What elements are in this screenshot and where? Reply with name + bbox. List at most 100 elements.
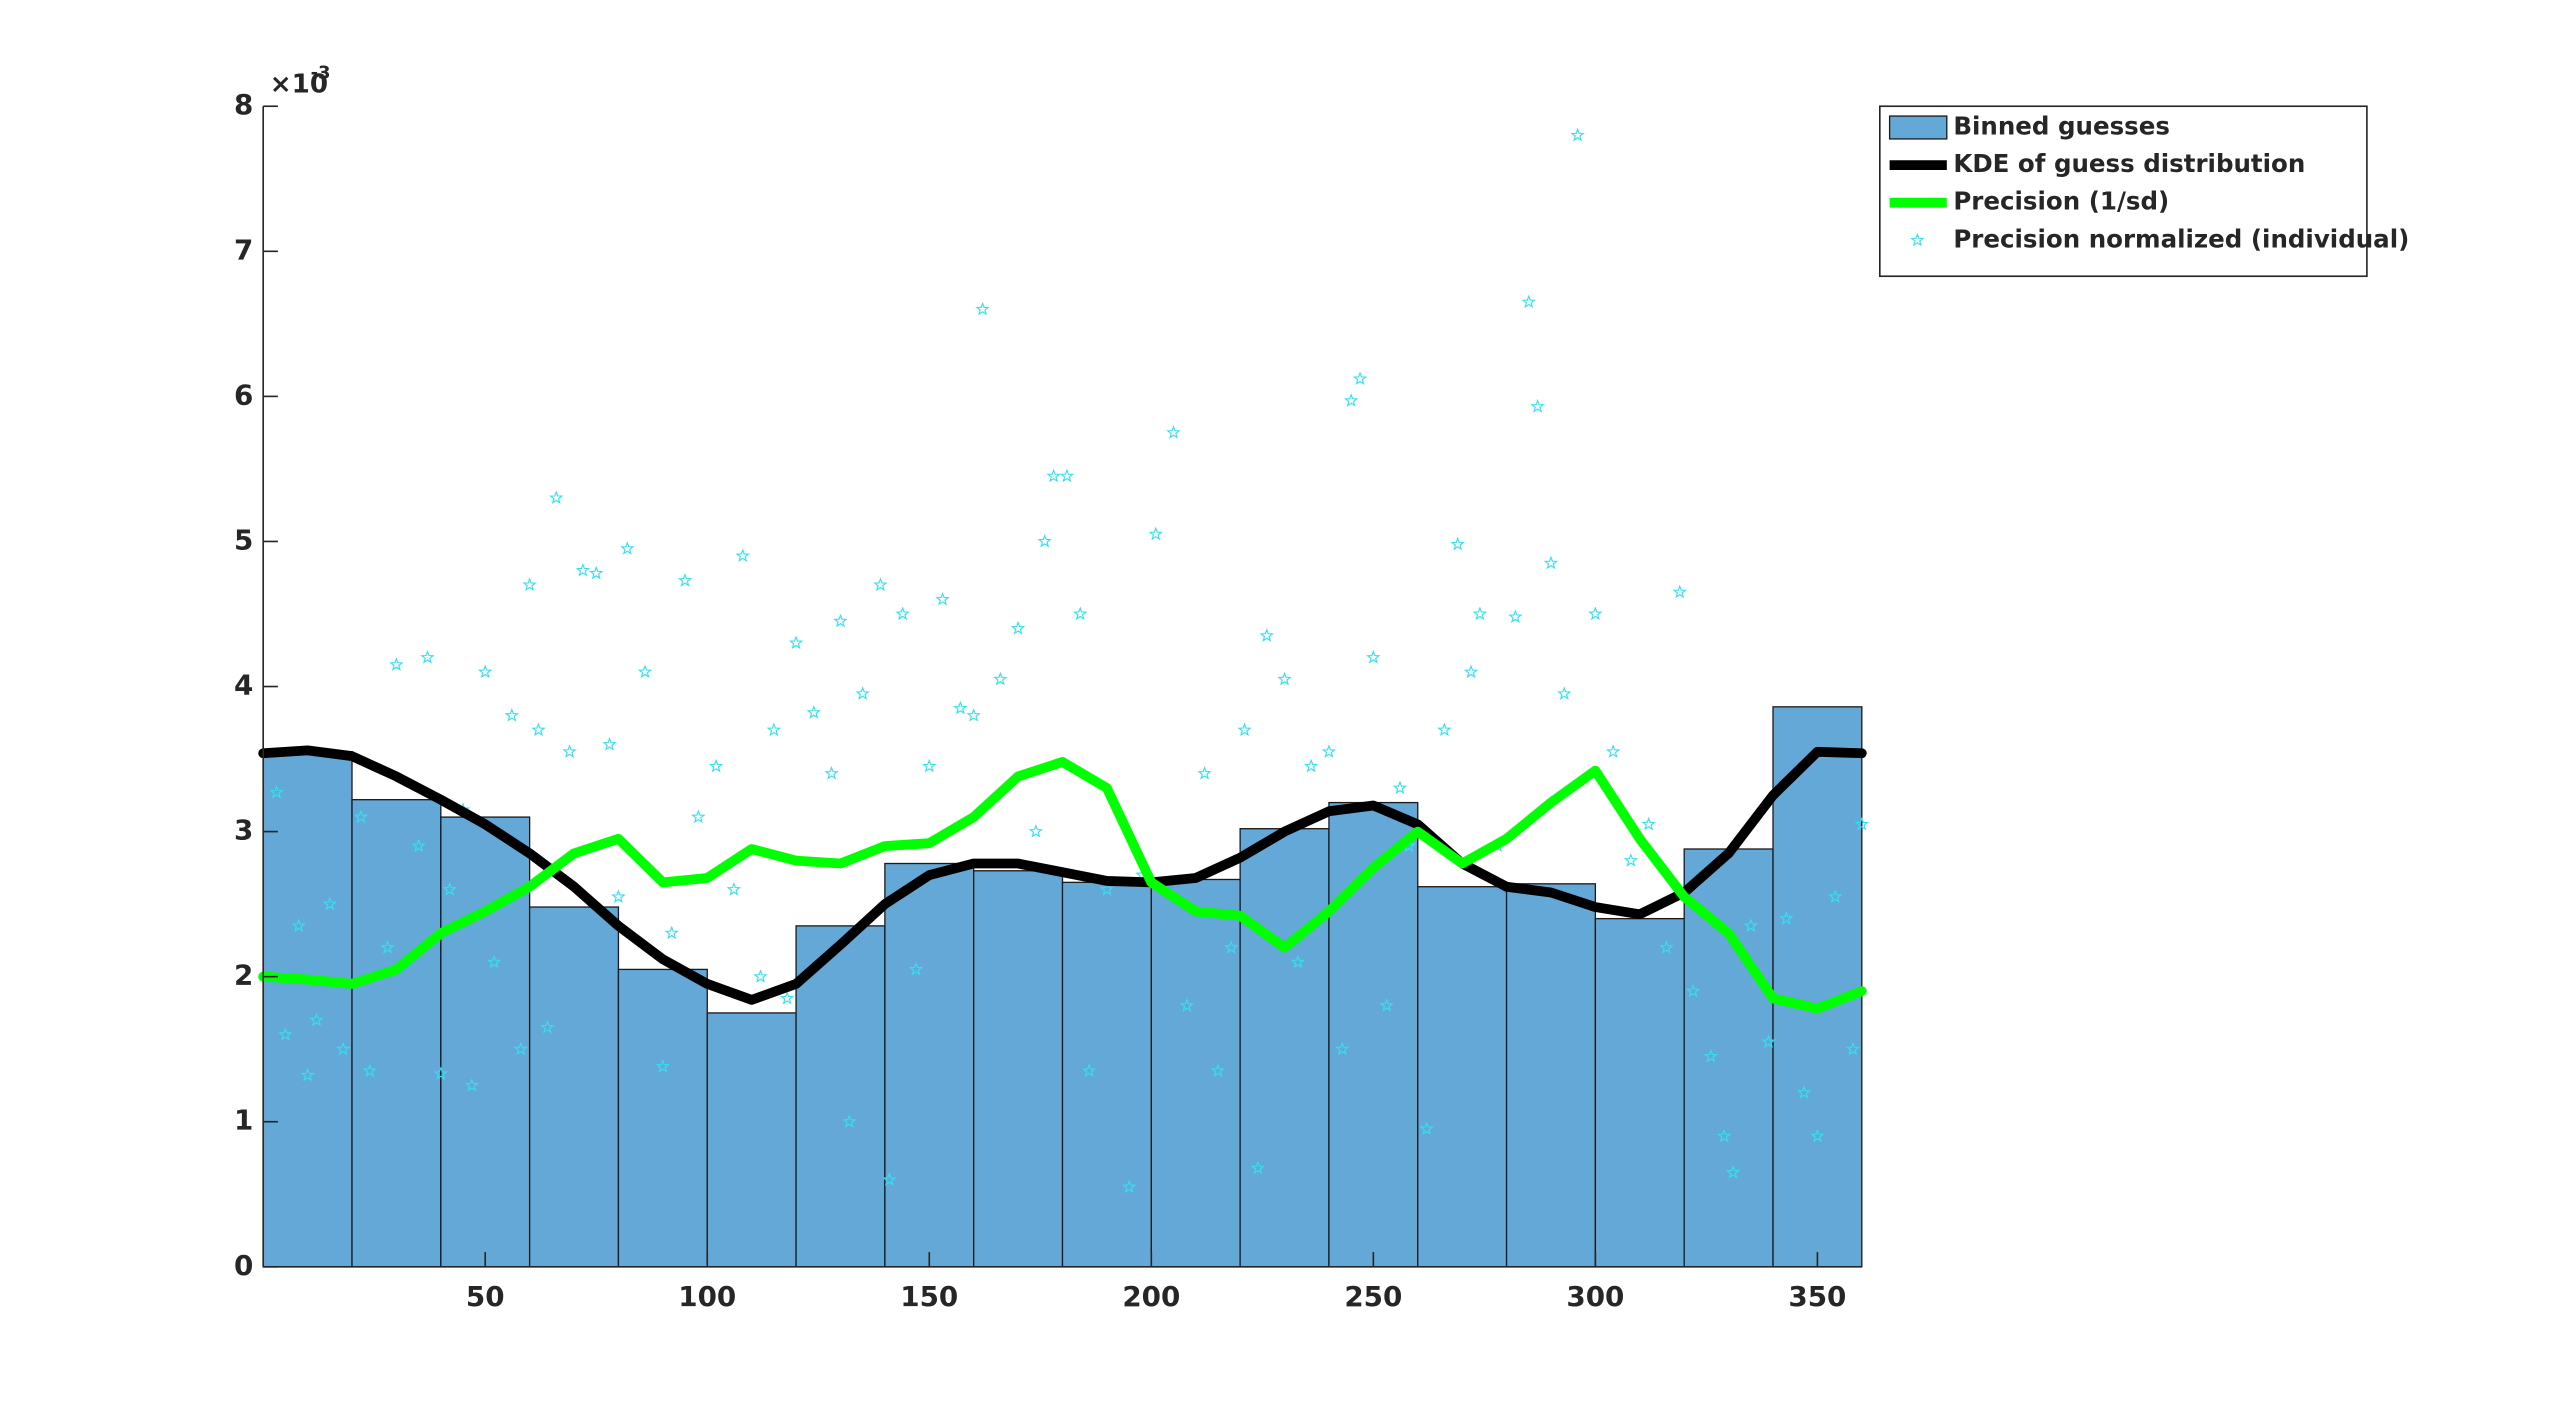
scatter-point [362, 1063, 377, 1078]
legend-label: Precision (1/sd) [1953, 187, 2169, 216]
scatter-point [486, 954, 502, 969]
scatter-point [1796, 1085, 1812, 1099]
scatter-point [1224, 940, 1239, 954]
scatter-point [824, 766, 839, 780]
histogram-bar [1150, 878, 1241, 1268]
x-tick-label: 150 [900, 1280, 958, 1313]
scatter-point [575, 562, 591, 577]
scatter-point [1277, 671, 1292, 686]
scatter-point [309, 1012, 324, 1027]
scatter-point [882, 1172, 897, 1186]
scatter-point [1743, 918, 1758, 932]
scatter-point [922, 758, 937, 773]
scatter-point [1828, 889, 1843, 903]
scatter-point [522, 577, 537, 592]
scatter-point [464, 1077, 480, 1092]
scatter-point [935, 591, 950, 606]
scatter-point [1179, 998, 1194, 1012]
y-tick-label: 3 [234, 814, 253, 847]
legend-label: KDE of guess distribution [1953, 149, 2305, 178]
y-tick-label: 2 [234, 959, 253, 992]
histogram-bar [973, 870, 1064, 1268]
scatter-point [420, 649, 435, 664]
series-line [258, 757, 1867, 1014]
scatter-point [353, 809, 369, 824]
scatter-point [531, 722, 546, 737]
scatter-point [1290, 954, 1306, 969]
scatter-point [1304, 758, 1319, 773]
x-tick-label: 350 [1788, 1280, 1846, 1313]
scatter-point [389, 657, 404, 671]
histogram-bar [617, 968, 708, 1268]
scatter-point [1197, 766, 1212, 780]
scatter-point [1508, 609, 1523, 623]
scatter-point [620, 541, 635, 555]
scatter-point [966, 708, 981, 722]
y-exponent-base: ×10 [270, 69, 328, 99]
scatter-point [1463, 664, 1479, 679]
x-tick-label: 100 [678, 1280, 736, 1313]
scatter-point [1761, 1034, 1776, 1049]
scatter-point [300, 1067, 315, 1082]
scatter-point [1672, 584, 1687, 599]
histogram-bar [262, 751, 353, 1268]
scatter-point [993, 671, 1008, 686]
y-tick-label: 7 [234, 233, 253, 266]
scatter-point [322, 896, 337, 911]
scatter-point [1037, 533, 1052, 548]
scatter-point [677, 573, 693, 587]
scatter-point [975, 301, 990, 316]
scatter-point [1082, 1063, 1097, 1078]
histogram-bar [884, 862, 975, 1268]
scatter-point [1521, 294, 1536, 309]
scatter-point [1779, 911, 1794, 925]
histogram-bar [351, 799, 442, 1268]
scatter-point [1472, 606, 1488, 621]
scatter-point [1543, 555, 1559, 570]
scatter-point [1623, 853, 1639, 867]
scatter-point [549, 490, 564, 505]
scatter-point [1570, 127, 1585, 142]
scatter-point [1073, 606, 1088, 621]
scatter-point [1259, 628, 1274, 642]
scatter-point [291, 918, 306, 932]
scatter-point [1237, 722, 1252, 737]
scatter-point [1121, 1179, 1137, 1194]
x-tick-label: 250 [1344, 1280, 1402, 1313]
scatter-point [1335, 1041, 1350, 1056]
scatter-point [806, 705, 821, 719]
scatter-point [433, 1066, 448, 1080]
scatter-point [1605, 744, 1621, 758]
scatter-point [1685, 983, 1701, 998]
histogram-bar [706, 1012, 797, 1268]
scatter-point [664, 925, 679, 940]
scatter-point [442, 882, 457, 896]
scatter-point [895, 606, 910, 621]
scatter-point [1010, 620, 1026, 635]
scatter-point [540, 1019, 555, 1034]
scatter-point [953, 700, 968, 715]
histogram-bar [1772, 706, 1863, 1268]
scatter-point [1099, 882, 1115, 896]
scatter-point [1557, 686, 1572, 700]
scatter-point [1450, 536, 1465, 551]
scatter-point [1725, 1164, 1741, 1179]
scatter-point [1703, 1048, 1718, 1063]
scatter-point [1148, 526, 1163, 541]
scatter-point [1059, 468, 1075, 483]
y-tick-label: 8 [234, 88, 253, 121]
histogram-bar [795, 925, 886, 1268]
y-tick-label: 4 [234, 669, 253, 702]
scatter-point [602, 737, 617, 751]
scatter-point [269, 784, 284, 799]
scatter-point [1321, 744, 1337, 758]
histogram-bar [1417, 886, 1508, 1268]
legend-label: Binned guesses [1953, 111, 2170, 140]
scatter-point [1810, 1128, 1825, 1143]
scatter-point [380, 940, 395, 954]
scatter-point [691, 809, 706, 824]
scatter-point [1210, 1063, 1226, 1078]
scatter-point [1419, 1121, 1434, 1136]
scatter-point [1392, 780, 1408, 795]
